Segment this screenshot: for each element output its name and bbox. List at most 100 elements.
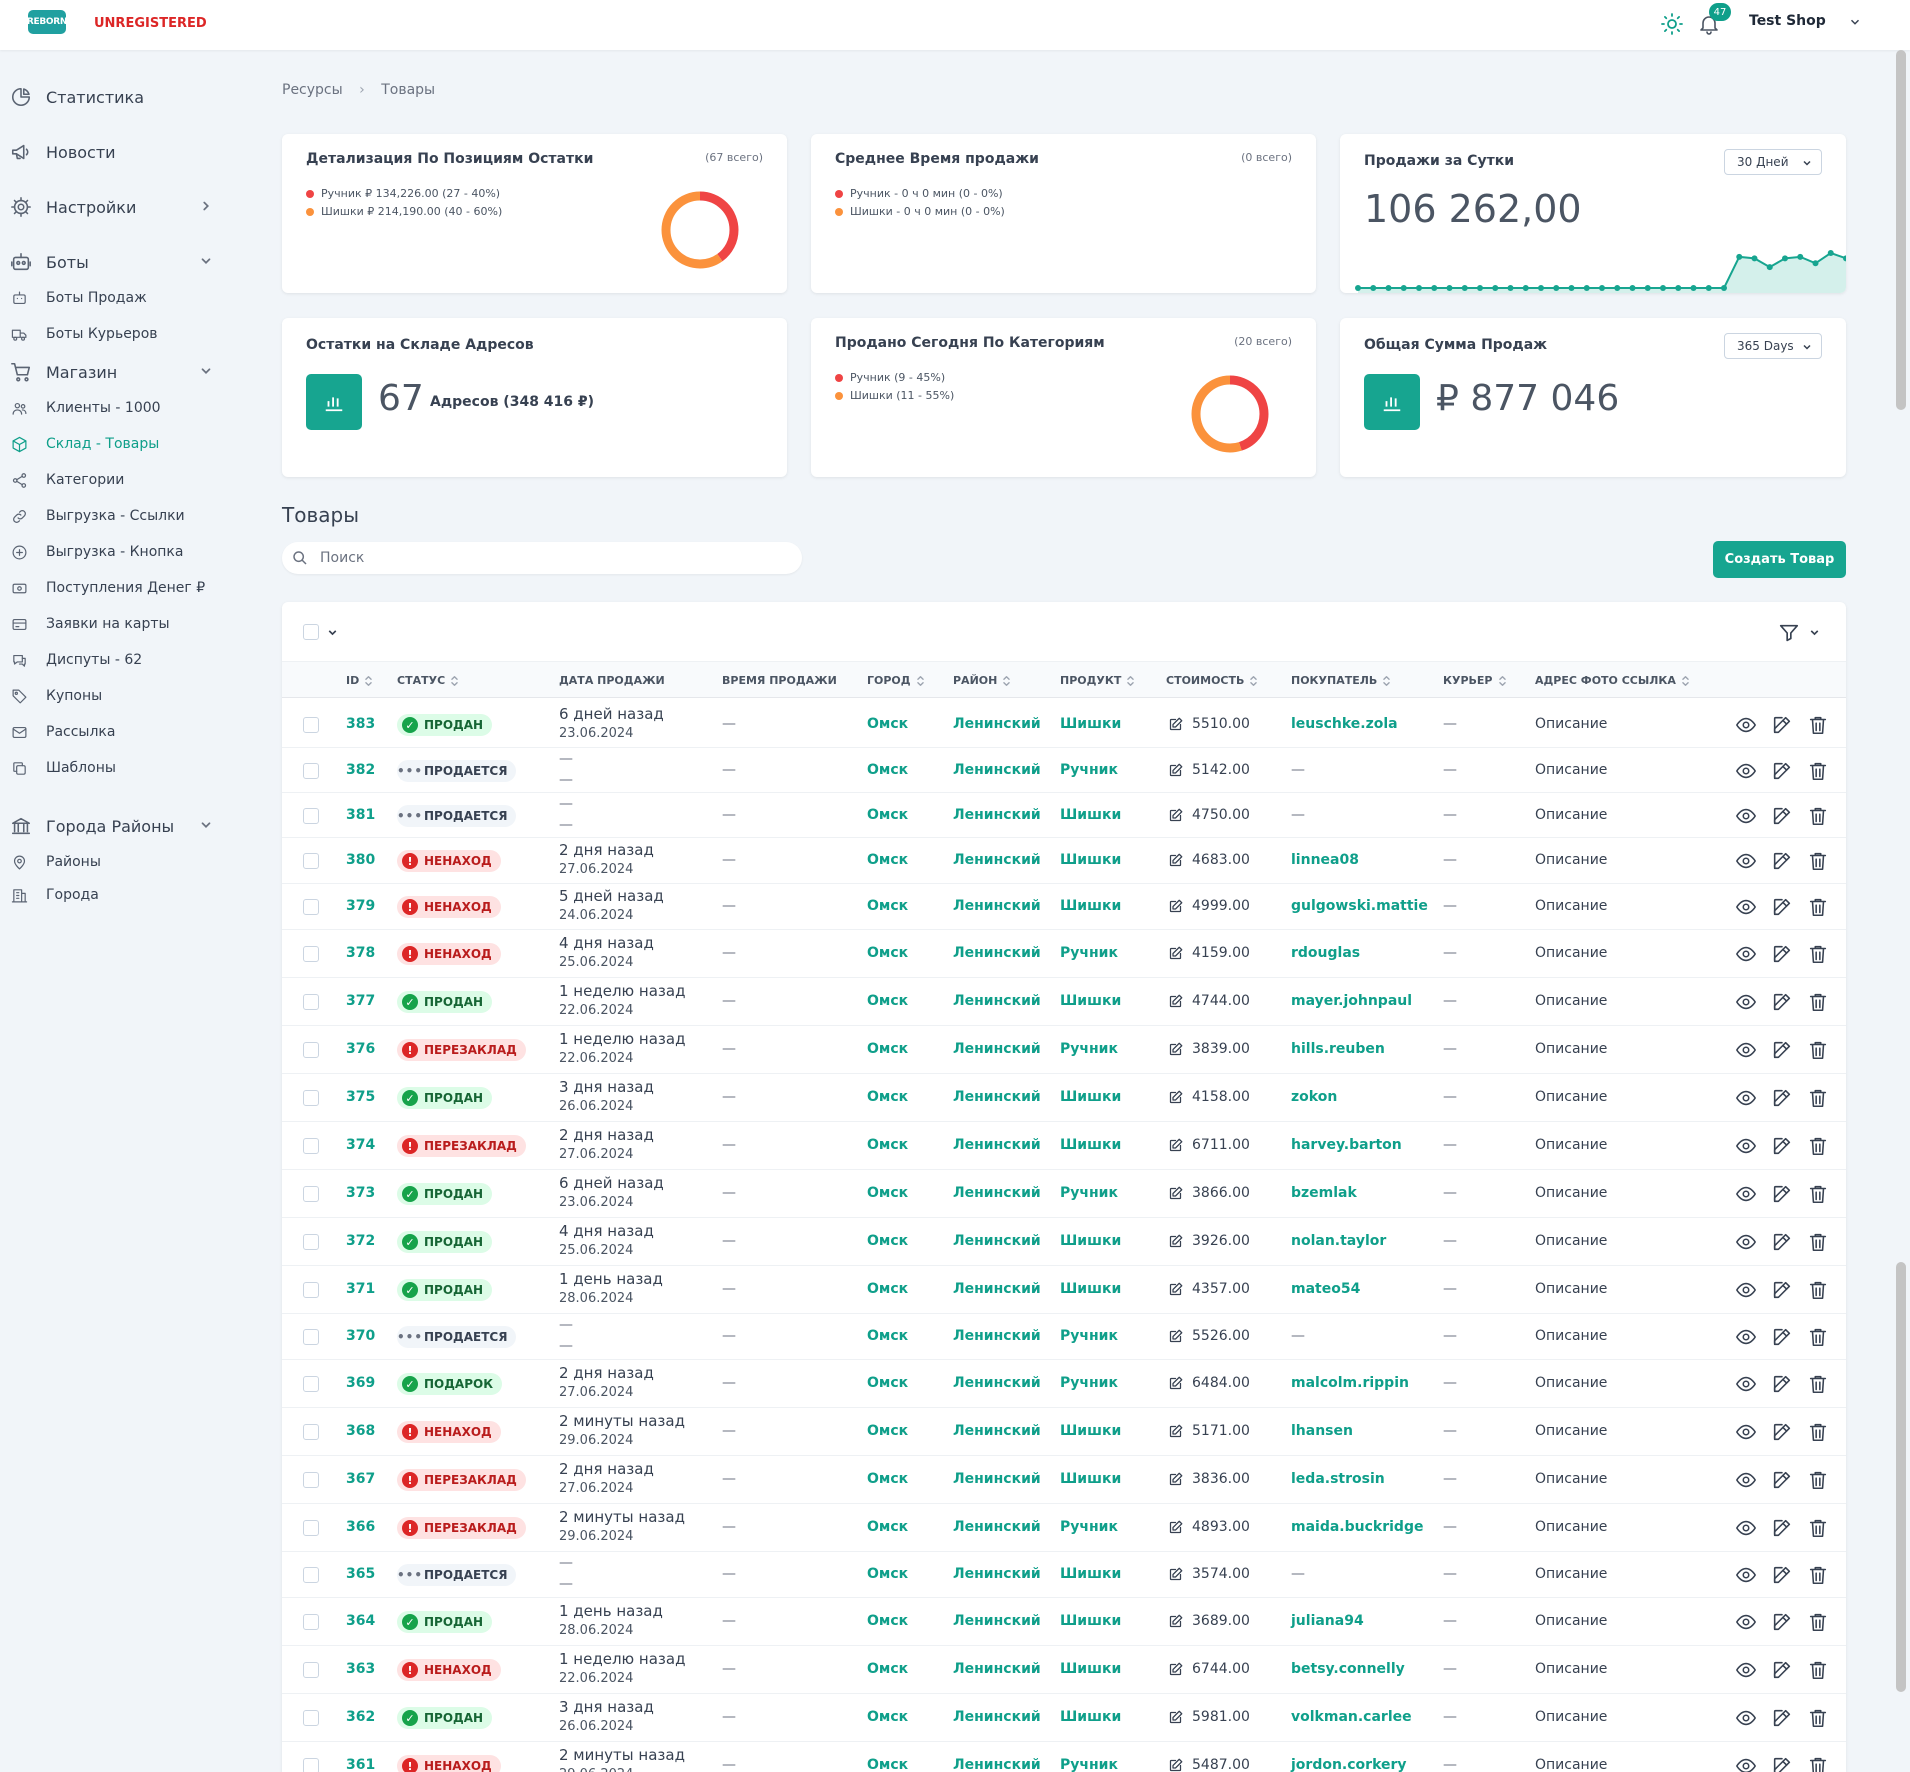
city-link[interactable]: Омск xyxy=(867,1089,909,1105)
district-link[interactable]: Ленинский xyxy=(953,1328,1041,1344)
sidebar-item-14[interactable]: Диспуты - 62 xyxy=(0,647,142,673)
row-id[interactable]: 377 xyxy=(346,993,376,1009)
sidebar-item-11[interactable]: Выгрузка - Кнопка xyxy=(0,539,183,565)
city-link[interactable]: Омск xyxy=(867,898,909,914)
sidebar-item-16[interactable]: Рассылка xyxy=(0,719,115,745)
table-row[interactable]: 364 ✓ ПРОДАН 1 день назад 28.06.2024 — Омск Лен… xyxy=(282,1598,1846,1646)
row-id[interactable]: 380 xyxy=(346,852,376,868)
bell-icon[interactable] xyxy=(1697,12,1721,36)
trash-icon[interactable] xyxy=(1807,714,1829,736)
product-link[interactable]: Шишки xyxy=(1060,1613,1122,1629)
edit-price-icon[interactable] xyxy=(1168,1710,1183,1725)
buyer-link[interactable]: zokon xyxy=(1291,1089,1338,1105)
edit-icon[interactable] xyxy=(1771,896,1793,918)
row-id[interactable]: 374 xyxy=(346,1137,376,1153)
row-id[interactable]: 372 xyxy=(346,1233,376,1249)
sidebar-item-1[interactable]: Новости xyxy=(0,139,116,165)
edit-price-icon[interactable] xyxy=(1168,946,1183,961)
filter-icon[interactable] xyxy=(1778,622,1800,644)
table-row[interactable]: 365 ••• ПРОДАЕТСЯ — — — Омск Ленинский Шишки 3574… xyxy=(282,1552,1846,1598)
row-checkbox[interactable] xyxy=(303,1282,319,1298)
sidebar-item-4[interactable]: Боты Продаж xyxy=(0,285,147,311)
district-link[interactable]: Ленинский xyxy=(953,1423,1041,1439)
city-link[interactable]: Омск xyxy=(867,716,909,732)
row-id[interactable]: 370 xyxy=(346,1328,376,1344)
table-row[interactable]: 375 ✓ ПРОДАН 3 дня назад 26.06.2024 — Омск Лени… xyxy=(282,1074,1846,1122)
district-link[interactable]: Ленинский xyxy=(953,898,1041,914)
edit-icon[interactable] xyxy=(1771,1279,1793,1301)
city-link[interactable]: Омск xyxy=(867,806,909,823)
column-header-6[interactable]: ПРОДУКТ xyxy=(1060,674,1135,687)
city-link[interactable]: Омск xyxy=(867,1328,909,1344)
buyer-link[interactable]: malcolm.rippin xyxy=(1291,1375,1409,1391)
view-icon[interactable] xyxy=(1735,1564,1757,1586)
row-checkbox[interactable] xyxy=(303,1138,319,1154)
edit-icon[interactable] xyxy=(1771,1659,1793,1681)
scrollbar-thumb[interactable] xyxy=(1896,1262,1906,1692)
district-link[interactable]: Ленинский xyxy=(953,945,1041,961)
view-icon[interactable] xyxy=(1735,1659,1757,1681)
sort-icon[interactable] xyxy=(1498,675,1507,687)
product-link[interactable]: Шишки xyxy=(1060,898,1122,914)
create-product-button[interactable]: Создать Товар xyxy=(1713,541,1846,578)
column-header-0[interactable]: ID xyxy=(346,674,373,687)
edit-icon[interactable] xyxy=(1771,1517,1793,1539)
address-link[interactable]: Описание xyxy=(1535,1281,1608,1297)
trash-icon[interactable] xyxy=(1807,1135,1829,1157)
chevron-right-icon[interactable] xyxy=(199,199,213,213)
district-link[interactable]: Ленинский xyxy=(953,1041,1041,1057)
edit-icon[interactable] xyxy=(1771,1755,1793,1772)
address-link[interactable]: Описание xyxy=(1535,945,1608,961)
city-link[interactable]: Омск xyxy=(867,1041,909,1057)
district-link[interactable]: Ленинский xyxy=(953,1281,1041,1297)
edit-price-icon[interactable] xyxy=(1168,808,1183,823)
column-header-1[interactable]: СТАТУС xyxy=(397,674,459,687)
product-link[interactable]: Ручник xyxy=(1060,761,1118,778)
edit-icon[interactable] xyxy=(1771,991,1793,1013)
table-row[interactable]: 363! НЕНАХОД 1 неделю назад 22.06.2024 — Омск… xyxy=(282,1646,1846,1694)
chevron-down-icon[interactable] xyxy=(1808,626,1821,639)
view-icon[interactable] xyxy=(1735,1231,1757,1253)
row-checkbox[interactable] xyxy=(303,946,319,962)
sort-icon[interactable] xyxy=(450,675,459,687)
edit-icon[interactable] xyxy=(1771,943,1793,965)
trash-icon[interactable] xyxy=(1807,991,1829,1013)
edit-price-icon[interactable] xyxy=(1168,1567,1183,1582)
view-icon[interactable] xyxy=(1735,850,1757,872)
select-all-checkbox[interactable] xyxy=(303,624,319,640)
buyer-link[interactable]: hills.reuben xyxy=(1291,1041,1385,1057)
address-link[interactable]: Описание xyxy=(1535,993,1608,1009)
sidebar-item-9[interactable]: Категории xyxy=(0,467,124,493)
sidebar-item-15[interactable]: Купоны xyxy=(0,683,102,709)
row-id[interactable]: 363 xyxy=(346,1661,376,1677)
row-id[interactable]: 369 xyxy=(346,1375,376,1391)
city-link[interactable]: Омск xyxy=(867,993,909,1009)
search-input[interactable] xyxy=(320,547,780,569)
edit-price-icon[interactable] xyxy=(1168,1472,1183,1487)
shop-selector[interactable]: Test Shop xyxy=(1749,13,1826,29)
buyer-link[interactable]: leda.strosin xyxy=(1291,1471,1385,1487)
row-checkbox[interactable] xyxy=(303,1186,319,1202)
row-id[interactable]: 366 xyxy=(346,1519,376,1535)
district-link[interactable]: Ленинский xyxy=(953,1471,1041,1487)
row-checkbox[interactable] xyxy=(303,1662,319,1678)
chevron-down-icon[interactable] xyxy=(1848,15,1862,29)
table-row[interactable]: 378! НЕНАХОД 4 дня назад 25.06.2024 — Омск Лен… xyxy=(282,930,1846,978)
edit-icon[interactable] xyxy=(1771,1231,1793,1253)
edit-price-icon[interactable] xyxy=(1168,1614,1183,1629)
address-link[interactable]: Описание xyxy=(1535,1185,1608,1201)
row-id[interactable]: 379 xyxy=(346,898,376,914)
chevron-down-icon[interactable] xyxy=(326,626,339,639)
table-row[interactable]: 381 ••• ПРОДАЕТСЯ — — — Омск Ленинский Шишки 4750… xyxy=(282,793,1846,838)
row-id[interactable]: 373 xyxy=(346,1185,376,1201)
view-icon[interactable] xyxy=(1735,943,1757,965)
buyer-link[interactable]: jordon.corkery xyxy=(1291,1757,1407,1772)
product-link[interactable]: Шишки xyxy=(1060,1566,1122,1582)
breadcrumb-parent[interactable]: Ресурсы xyxy=(282,82,343,98)
district-link[interactable]: Ленинский xyxy=(953,716,1041,732)
table-row[interactable]: 376! ПЕРЕЗАКЛАД 1 неделю назад 22.06.2024 — О… xyxy=(282,1026,1846,1074)
product-link[interactable]: Ручник xyxy=(1060,1041,1118,1057)
row-checkbox[interactable] xyxy=(303,1376,319,1392)
product-link[interactable]: Ручник xyxy=(1060,1757,1118,1772)
buyer-link[interactable]: mateo54 xyxy=(1291,1281,1361,1297)
